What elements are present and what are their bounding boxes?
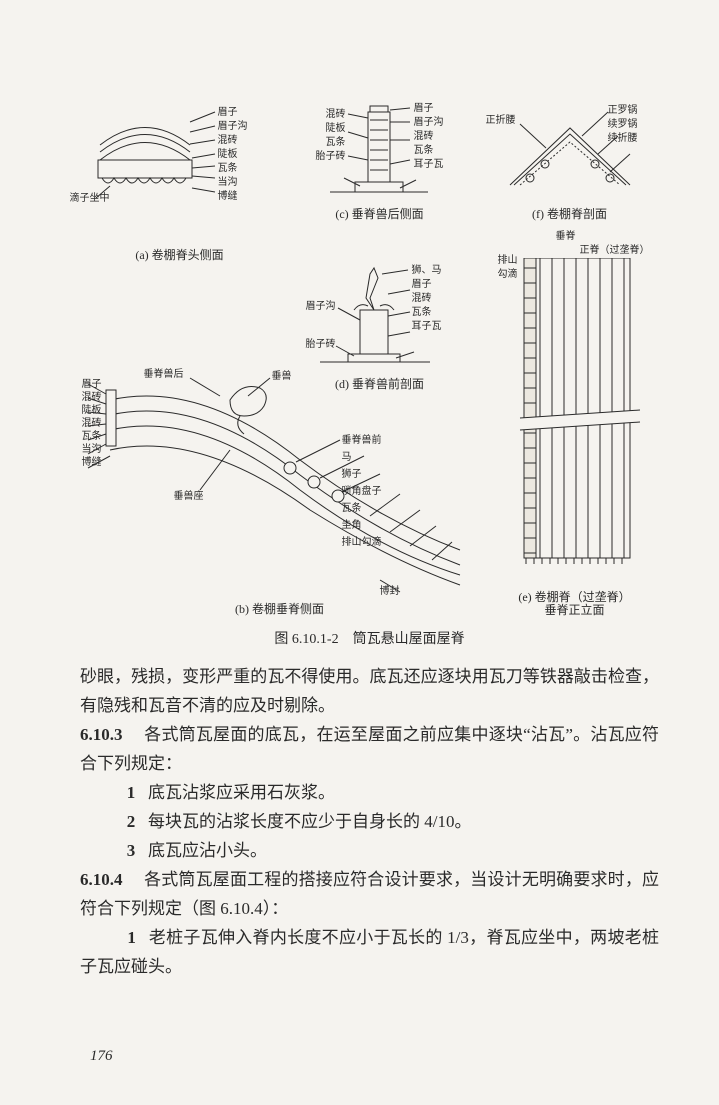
subfig-d-labels-right: 狮、马 眉子 混砖 瓦条 耳子瓦 xyxy=(412,264,442,334)
label: 眉子 xyxy=(72,378,102,391)
label: 陡板 xyxy=(310,122,346,136)
label: 博缝 xyxy=(72,456,102,469)
subfig-f-labels-left: 正折腰 xyxy=(486,114,516,128)
label: 混砖 xyxy=(310,108,346,122)
subfig-b-caption: (b) 卷棚垂脊侧面 xyxy=(200,602,360,617)
label: 狮子 xyxy=(342,466,382,483)
label: 垂脊 xyxy=(556,231,576,242)
label: 续罗锅 xyxy=(608,118,638,132)
figure-caption: 图 6.10.1-2 筒瓦悬山屋面屋脊 xyxy=(80,628,659,648)
list-item-3: 3底瓦应沾小头。 xyxy=(80,836,659,865)
clause-number: 6.10.3 xyxy=(80,725,123,744)
subfig-e-labels-top2: 正脊（过垄脊） xyxy=(580,244,650,258)
label: 续折腰 xyxy=(608,132,638,146)
subfig-f-labels-right: 正罗锅 续罗锅 续折腰 xyxy=(608,104,638,146)
subfig-c-labels-right: 眉子 眉子沟 混砖 瓦条 耳子瓦 xyxy=(414,102,444,172)
figure-area: 眉子 眉子沟 混砖 陡板 瓦条 当沟 博缝 滴子坐中 (a) 卷棚脊头侧面 xyxy=(90,100,650,620)
label: 当沟 xyxy=(218,176,248,190)
label: 瓦条 xyxy=(310,136,346,150)
label: 瓦条 xyxy=(218,162,248,176)
subfig-a-caption: (a) 卷棚脊头侧面 xyxy=(90,248,270,263)
subfig-b-label-bofeng: 博封 xyxy=(380,585,400,599)
label: 眉子 xyxy=(412,278,442,292)
item-number: 3 xyxy=(114,836,148,865)
subfig-a-label-left: 滴子坐中 xyxy=(70,192,110,206)
para-continuation: 砂眼，残损，变形严重的瓦不得使用。底瓦还应逐块用瓦刀等铁器敲击检查，有隐残和瓦音… xyxy=(80,662,659,720)
subfig-b-svg xyxy=(80,360,480,600)
label: 眉子沟 xyxy=(292,300,336,314)
label: 眉子 xyxy=(218,106,248,120)
label: 眉子沟 xyxy=(414,116,444,130)
label: 陡板 xyxy=(218,148,248,162)
subfig-b-labels-right: 垂脊兽前 马 狮子 唢角盘子 瓦条 圭角 排山勾滴 xyxy=(342,432,382,551)
clause-text: 各式筒瓦屋面工程的搭接应符合设计要求，当设计无明确要求时，应符合下列规定（图 6… xyxy=(80,870,659,918)
list-item-2: 2每块瓦的沾浆长度不应少于自身长的 4/10。 xyxy=(80,807,659,836)
item-number: 1 xyxy=(115,923,149,952)
clause-text: 各式筒瓦屋面的底瓦，在运至屋面之前应集中逐块“沾瓦”。沾瓦应符合下列规定： xyxy=(80,725,659,773)
item-text: 底瓦沾浆应采用石灰浆。 xyxy=(148,783,335,802)
label: 眉子沟 xyxy=(218,120,248,134)
subfig-a: 眉子 眉子沟 混砖 陡板 瓦条 当沟 博缝 滴子坐中 (a) 卷棚脊头侧面 xyxy=(90,100,270,263)
subfig-c: 混砖 陡板 瓦条 胎子砖 眉子 眉子沟 混砖 瓦条 耳子瓦 (c) 垂脊兽后侧面 xyxy=(300,100,460,222)
label: 瓦条 xyxy=(412,306,442,320)
page-number: 176 xyxy=(90,1048,113,1065)
label: 混砖 xyxy=(72,391,102,404)
label: 正罗锅 xyxy=(608,104,638,118)
label: 混砖 xyxy=(218,134,248,148)
label: 正折腰 xyxy=(486,114,516,128)
subfig-e: 垂脊 正脊（过垄脊） 排山勾滴 xyxy=(500,230,650,618)
subfig-e-caption2: 垂脊正立面 xyxy=(500,603,650,618)
label: 博缝 xyxy=(218,190,248,204)
label: 瓦条 xyxy=(414,144,444,158)
label: 当沟 xyxy=(72,443,102,456)
label: 混砖 xyxy=(414,130,444,144)
label: 狮、马 xyxy=(412,264,442,278)
label: 瓦条 xyxy=(72,430,102,443)
label: 圭角 xyxy=(342,517,382,534)
body-text: 砂眼，残损，变形严重的瓦不得使用。底瓦还应逐块用瓦刀等铁器敲击检查，有隐残和瓦音… xyxy=(80,662,659,981)
clause-6-10-3: 6.10.3 各式筒瓦屋面的底瓦，在运至屋面之前应集中逐块“沾瓦”。沾瓦应符合下… xyxy=(80,720,659,778)
label: 唢角盘子 xyxy=(342,483,382,500)
subfig-b-labels-left: 眉子 混砖 陡板 混砖 瓦条 当沟 博缝 xyxy=(72,378,102,469)
subfig-c-labels-left: 混砖 陡板 瓦条 胎子砖 xyxy=(310,108,346,164)
subfig-b-label-mid3: 垂兽座 xyxy=(174,490,204,504)
subfig-b-label-mid1: 垂脊兽后 xyxy=(144,368,184,382)
label: 混砖 xyxy=(412,292,442,306)
item-text: 每块瓦的沾浆长度不应少于自身长的 4/10。 xyxy=(148,812,471,831)
label: 排山勾滴 xyxy=(498,255,518,280)
label: 耳子瓦 xyxy=(412,320,442,334)
item-number: 2 xyxy=(114,807,148,836)
label: 瓦条 xyxy=(342,500,382,517)
subfig-c-caption: (c) 垂脊兽后侧面 xyxy=(300,207,460,222)
item-text: 底瓦应沾小头。 xyxy=(148,841,267,860)
subfig-b: 眉子 混砖 陡板 混砖 瓦条 当沟 博缝 垂脊兽后 垂兽 垂兽座 垂脊兽前 马 … xyxy=(80,360,480,617)
list-item-1: 1底瓦沾浆应采用石灰浆。 xyxy=(80,778,659,807)
label: 胎子砖 xyxy=(310,150,346,164)
label: 胎子砖 xyxy=(292,338,336,352)
label: 混砖 xyxy=(72,417,102,430)
subfig-a-labels-right: 眉子 眉子沟 混砖 陡板 瓦条 当沟 博缝 xyxy=(218,106,248,204)
subfig-e-labels-top: 垂脊 xyxy=(556,230,576,244)
label: 垂脊兽前 xyxy=(342,432,382,449)
clause-number: 6.10.4 xyxy=(80,870,123,889)
list-item-4: 1老桩子瓦伸入脊内长度不应小于瓦长的 1/3，脊瓦应坐中，两坡老桩子瓦应碰头。 xyxy=(80,923,659,981)
subfig-f-caption: (f) 卷棚脊剖面 xyxy=(490,207,650,222)
page: 眉子 眉子沟 混砖 陡板 瓦条 当沟 博缝 滴子坐中 (a) 卷棚脊头侧面 xyxy=(0,0,719,1105)
subfig-e-svg xyxy=(500,258,650,588)
clause-6-10-4: 6.10.4 各式筒瓦屋面工程的搭接应符合设计要求，当设计无明确要求时，应符合下… xyxy=(80,865,659,923)
label: 正脊（过垄脊） xyxy=(580,245,650,256)
item-text: 老桩子瓦伸入脊内长度不应小于瓦长的 1/3，脊瓦应坐中，两坡老桩子瓦应碰头。 xyxy=(80,928,659,976)
label: 排山勾滴 xyxy=(342,534,382,551)
label: 陡板 xyxy=(72,404,102,417)
label: 耳子瓦 xyxy=(414,158,444,172)
label: 马 xyxy=(342,449,382,466)
subfig-d-labels-left: 眉子沟 胎子砖 xyxy=(292,300,336,352)
subfig-f: 正折腰 正罗锅 续罗锅 续折腰 (f) 卷棚脊剖面 xyxy=(490,100,650,222)
label: 眉子 xyxy=(414,102,444,116)
item-number: 1 xyxy=(114,778,148,807)
subfig-e-label-side: 排山勾滴 xyxy=(498,254,518,282)
subfig-b-label-mid2: 垂兽 xyxy=(272,370,292,384)
